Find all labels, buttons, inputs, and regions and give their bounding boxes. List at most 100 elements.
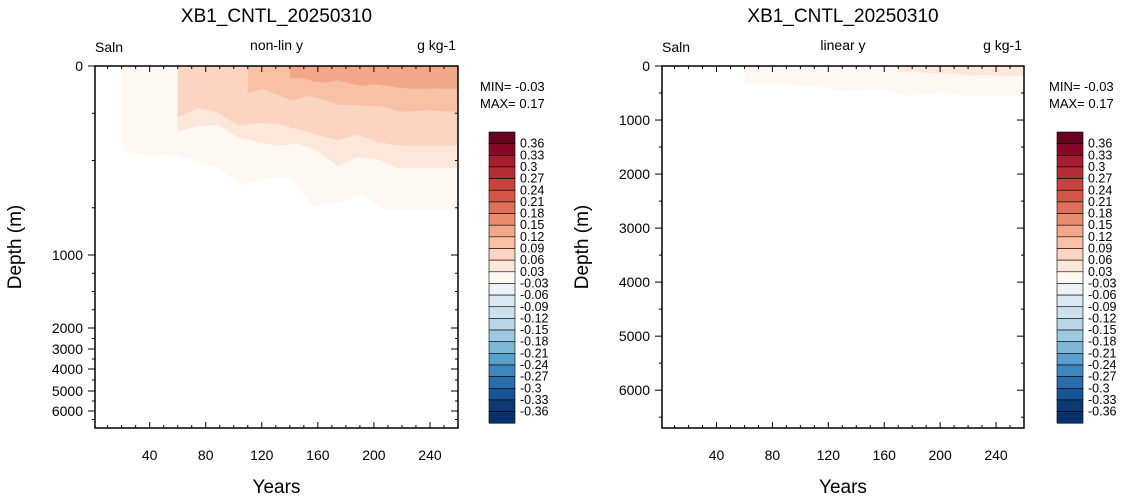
colorbar-box — [1056, 364, 1084, 377]
colorbar-box — [1056, 213, 1084, 226]
colorbar-label: -0.03 — [520, 276, 549, 290]
colorbar-box — [488, 248, 516, 261]
colorbar-label: 0.36 — [1088, 137, 1112, 151]
colorbar-box — [488, 353, 516, 366]
y-axis-label: Depth (m) — [5, 205, 26, 289]
colorbar-box — [1056, 248, 1084, 261]
colorbar-label: -0.09 — [520, 300, 549, 314]
min-label: MIN= -0.03 — [480, 79, 545, 94]
colorbar-label: -0.33 — [1088, 393, 1117, 407]
colorbar-label: 0.18 — [520, 207, 544, 221]
colorbar-label: 0.24 — [1088, 183, 1112, 197]
colorbar-box — [488, 259, 516, 273]
colorbar-label: 0.06 — [1088, 253, 1112, 267]
colorbar-label: 0.27 — [520, 172, 544, 186]
x-axis-label: Years — [819, 477, 867, 498]
colorbar-box — [488, 364, 516, 377]
colorbar-label: 0.33 — [520, 148, 544, 162]
colorbar-label: 0.09 — [1088, 242, 1112, 256]
x-tick-label: 240 — [984, 447, 1008, 463]
colorbar-box — [488, 166, 516, 179]
x-tick-label: 40 — [142, 447, 158, 463]
colorbar-box — [488, 283, 516, 296]
colorbar-label: -0.06 — [1088, 288, 1117, 302]
colorbar-label: -0.24 — [520, 358, 549, 372]
colorbar-label: -0.24 — [1088, 358, 1117, 372]
x-tick-label: 40 — [709, 447, 725, 463]
colorbar-label: 0.03 — [1088, 265, 1112, 279]
colorbar-label: -0.09 — [1088, 300, 1117, 314]
colorbar-box — [1056, 271, 1084, 284]
colorbar-box — [488, 178, 516, 191]
colorbar-label: -0.15 — [1088, 323, 1117, 337]
colorbar-label: -0.27 — [1088, 370, 1117, 384]
colorbar-box — [1056, 224, 1084, 238]
colorbar-label: -0.06 — [520, 288, 549, 302]
center-string: linear y — [820, 37, 865, 53]
colorbar-box — [488, 318, 516, 331]
colorbar-box — [1056, 143, 1084, 156]
y-tick-label: 6000 — [52, 403, 83, 419]
colorbar-label: -0.18 — [520, 335, 549, 349]
colorbar-box — [1056, 376, 1084, 389]
y-tick-label: 6000 — [619, 382, 650, 398]
colorbar-label: 0.12 — [520, 230, 544, 244]
colorbar-label: 0.21 — [520, 195, 544, 209]
x-tick-label: 160 — [306, 447, 330, 463]
colorbar-box — [488, 411, 516, 424]
colorbar-label: -0.27 — [520, 370, 549, 384]
center-string: non-lin y — [250, 37, 303, 53]
colorbar-label: -0.3 — [520, 381, 542, 395]
colorbar-box — [1056, 329, 1084, 342]
colorbar-label: 0.12 — [1088, 230, 1112, 244]
colorbar-label: -0.3 — [1088, 381, 1110, 395]
colorbar-label: 0.3 — [520, 160, 537, 174]
colorbar-label: 0.15 — [1088, 218, 1112, 232]
x-axis-label: Years — [253, 477, 301, 498]
colorbar-box — [488, 155, 516, 168]
min-label: MIN= -0.03 — [1049, 79, 1114, 94]
colorbar-label: -0.21 — [1088, 346, 1117, 360]
colorbar-label: -0.12 — [520, 311, 549, 325]
colorbar-box — [488, 329, 516, 342]
max-label: MAX= 0.17 — [480, 96, 545, 111]
colorbar-box — [1056, 189, 1084, 203]
plot-frame — [661, 65, 1025, 429]
colorbar-box — [488, 341, 516, 354]
colorbar-box — [488, 399, 516, 412]
x-tick-label: 200 — [362, 447, 386, 463]
colorbar-label: 0.03 — [520, 265, 544, 279]
panel-1: 40 80 120 160 200 240 0 1000 2000 3000 4000 5000 600… — [5, 6, 549, 498]
y-tick-label: 1000 — [619, 112, 650, 128]
x-tick-label: 80 — [765, 447, 781, 463]
colorbar-box — [488, 213, 516, 226]
colorbar-box — [1056, 236, 1084, 249]
colorbar-label: -0.18 — [1088, 335, 1117, 349]
colorbar-box — [1056, 166, 1084, 179]
y-tick-label: 2000 — [619, 166, 650, 182]
colorbar-label: 0.3 — [1088, 160, 1105, 174]
colorbar-label: 0.36 — [520, 137, 544, 151]
colorbar-box — [1056, 353, 1084, 366]
colorbar-box — [488, 201, 516, 214]
colorbar-box — [1056, 294, 1084, 308]
colorbar-box — [1056, 283, 1084, 296]
left-string: Saln — [95, 39, 123, 55]
colorbar-label: -0.03 — [1088, 276, 1117, 290]
colorbar-label: 0.33 — [1088, 148, 1112, 162]
colorbar-label: -0.12 — [1088, 311, 1117, 325]
colorbar: 0.360.330.30.270.240.210.180.150.120.090… — [1056, 131, 1117, 424]
right-string: g kg-1 — [417, 37, 456, 53]
colorbar-box — [488, 236, 516, 249]
colorbar-box — [488, 131, 516, 144]
colorbar-label: 0.06 — [520, 253, 544, 267]
y-tick-label: 5000 — [619, 328, 650, 344]
colorbar-box — [488, 306, 516, 319]
y-tick-label: 3000 — [52, 341, 83, 357]
colorbar-box — [1056, 178, 1084, 191]
colorbar-label: 0.24 — [520, 183, 544, 197]
colorbar-box — [488, 387, 516, 401]
chart-title: XB1_CNTL_20250310 — [181, 6, 372, 27]
contour-region-0p15 — [289, 66, 458, 89]
colorbar-label: 0.15 — [520, 218, 544, 232]
